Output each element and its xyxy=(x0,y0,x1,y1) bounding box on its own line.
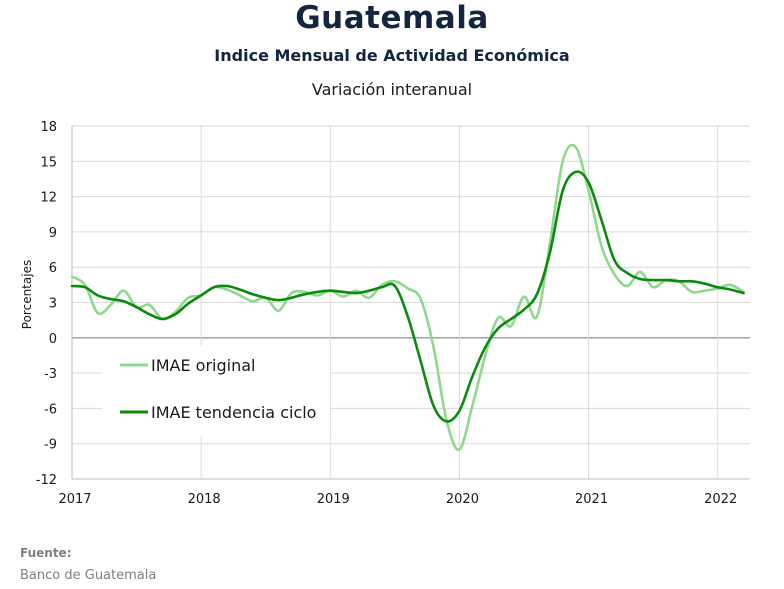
y-tick-label: 15 xyxy=(40,155,57,170)
chart-subtitle: Indice Mensual de Actividad Económica xyxy=(214,46,570,65)
y-tick-label: 6 xyxy=(49,261,57,276)
y-tick-label: 0 xyxy=(49,332,57,347)
y-axis-label: Porcentajes xyxy=(20,260,34,329)
legend-label: IMAE original xyxy=(151,356,255,375)
source-label: Fuente: xyxy=(20,546,72,560)
source-text: Banco de Guatemala xyxy=(20,568,157,583)
legend-label: IMAE tendencia ciclo xyxy=(151,403,316,422)
y-tick-label: -9 xyxy=(44,438,57,453)
series-line-imae-tendencia xyxy=(70,170,745,423)
y-tick-label: 9 xyxy=(49,226,57,241)
y-tick-label: -6 xyxy=(44,402,57,417)
x-tick-label: 2020 xyxy=(446,492,479,507)
x-tick-label: 2022 xyxy=(704,492,737,507)
y-tick-label: -12 xyxy=(36,473,57,488)
y-tick-label: -3 xyxy=(44,367,57,382)
legend-box xyxy=(102,346,330,436)
y-tick-label: 12 xyxy=(40,191,57,206)
y-tick-label: 3 xyxy=(49,297,57,312)
x-tick-label: 2017 xyxy=(58,492,91,507)
x-tick-label: 2021 xyxy=(575,492,608,507)
y-tick-label: 18 xyxy=(40,120,57,135)
series-line-imae-original xyxy=(70,143,745,451)
x-tick-label: 2018 xyxy=(188,492,221,507)
chart-title: Guatemala xyxy=(295,0,489,36)
chart-subtitle-secondary: Variación interanual xyxy=(311,80,473,99)
x-tick-label: 2019 xyxy=(317,492,350,507)
